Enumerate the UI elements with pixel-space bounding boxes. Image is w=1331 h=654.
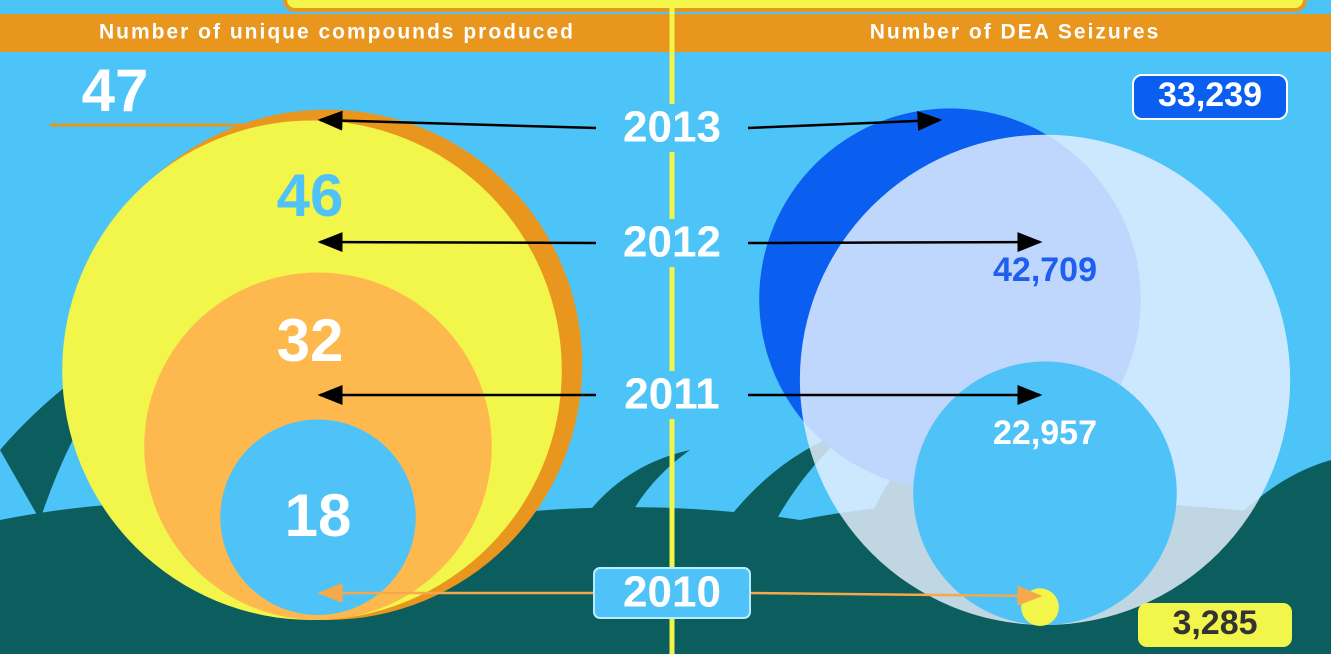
value-label: 42,709 [993,251,1097,289]
year-label: 2012 [623,218,721,267]
arrow [747,585,1043,606]
label-box [1138,603,1292,647]
arrow [747,232,1043,253]
overlay: 47 46 32 18 33,239 42,709 22,957 3,285 2013 2012 2… [50,57,1292,647]
top-box [283,0,1307,12]
value-label: 33,239 [1158,76,1262,114]
bubble [220,419,416,615]
year-label: 2010 [623,568,721,617]
value-label: 18 [285,482,352,549]
label-box [1132,74,1288,120]
year-bg [600,104,744,152]
right-title: Number of DEA Seizures [870,21,1161,44]
year-label: 2013 [623,103,721,152]
arrow [317,110,597,131]
year-label: 2011 [624,370,719,419]
year-bg [600,219,744,267]
value-label: 32 [277,307,344,374]
value-label: 22,957 [993,414,1097,452]
year-bg [600,371,744,419]
value-label: 47 [82,57,149,124]
bubble [1021,588,1059,626]
left-title: Number of unique compounds produced [99,21,575,44]
arrow [747,110,943,131]
bubble [913,361,1177,625]
header-bar [0,14,1331,52]
year-box [593,567,751,619]
value-label: 46 [277,162,344,229]
value-label: 3,285 [1172,604,1257,642]
circles [62,108,1291,626]
arrow [317,232,597,253]
